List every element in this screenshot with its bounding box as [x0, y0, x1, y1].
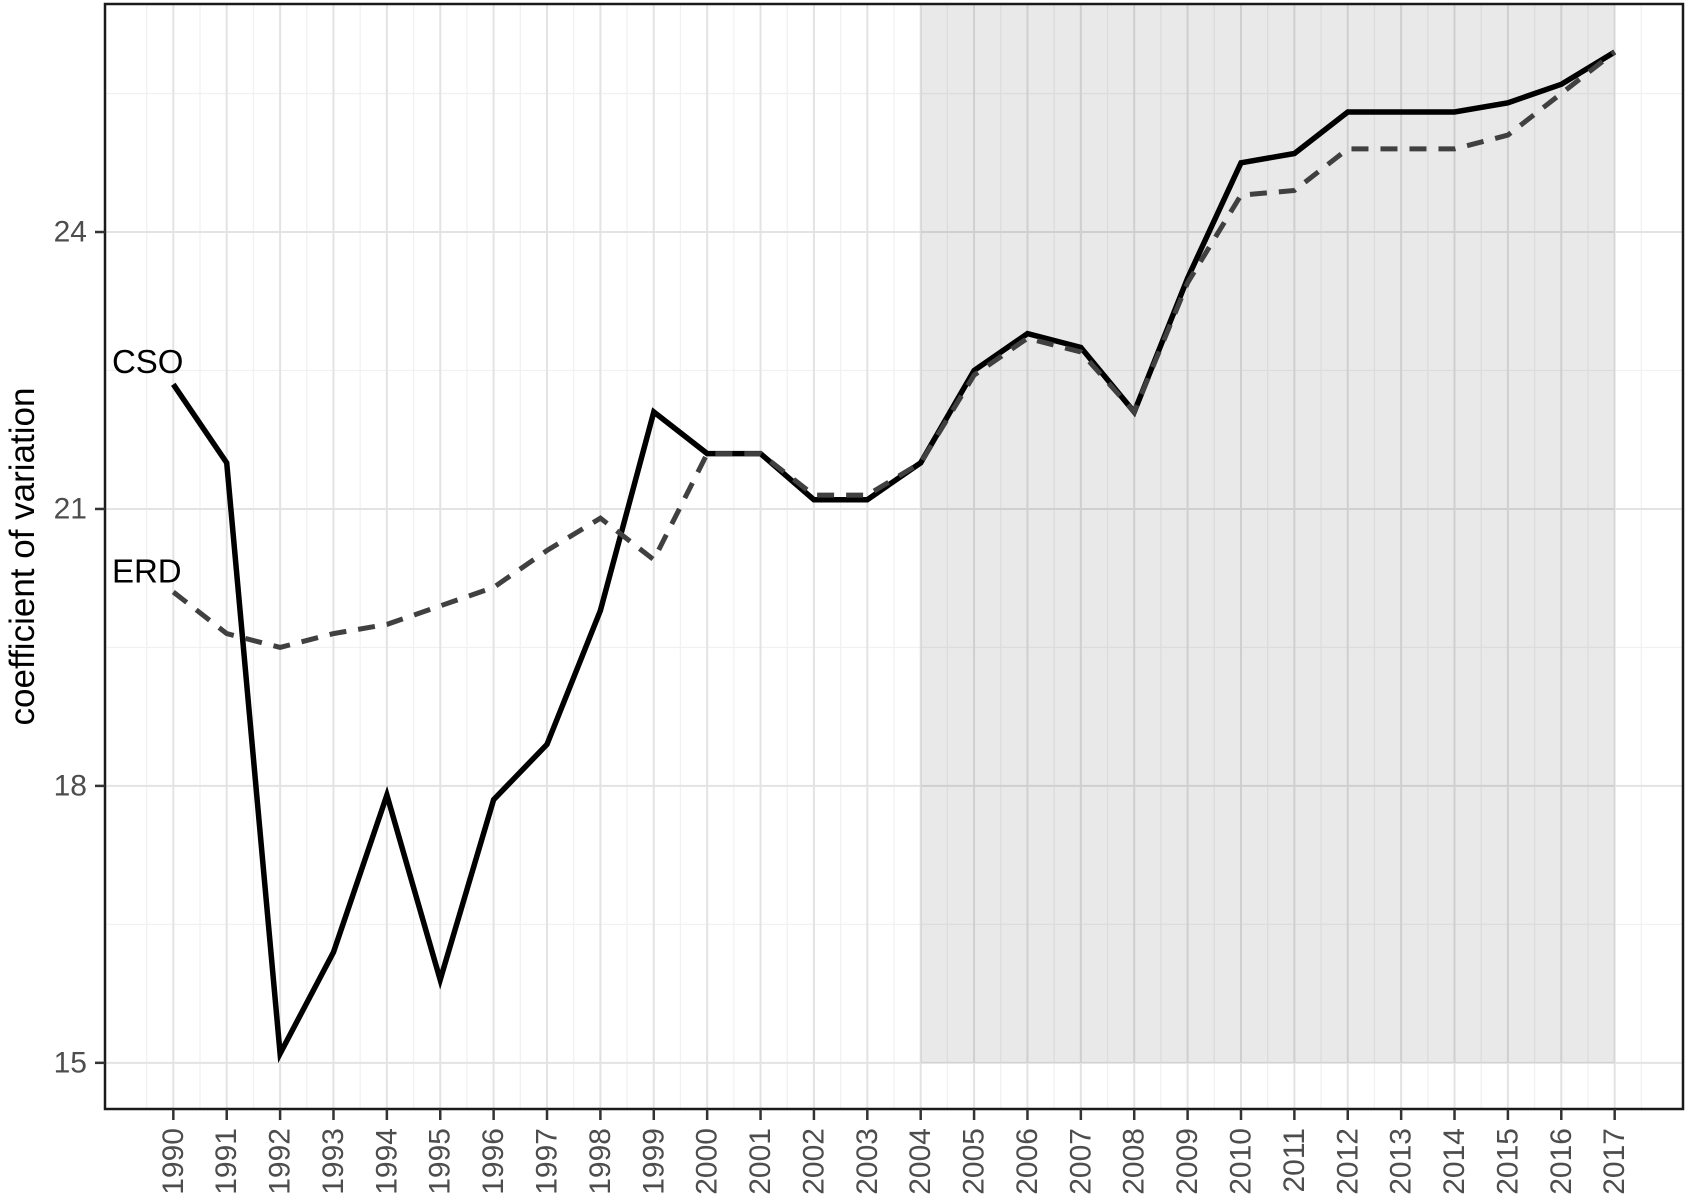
x-axis-tick-label: 2003 — [851, 1128, 884, 1195]
x-axis-tick-label: 2007 — [1064, 1128, 1097, 1195]
x-axis-tick-label: 1992 — [264, 1128, 297, 1195]
x-axis-tick-label: 2014 — [1438, 1128, 1471, 1195]
x-axis-tick-label: 2010 — [1224, 1128, 1257, 1195]
x-axis-tick-label: 2000 — [691, 1128, 724, 1195]
shaded-forecast-band — [920, 4, 1615, 1063]
x-axis-tick-label: 2017 — [1598, 1128, 1631, 1195]
x-axis-tick-label: 2001 — [744, 1128, 777, 1195]
y-axis-tick-label: 21 — [54, 492, 87, 525]
x-axis-tick-label: 1999 — [637, 1128, 670, 1195]
x-axis-tick-label: 2002 — [797, 1128, 830, 1195]
cso-series-line — [171, 49, 1617, 1064]
x-axis-tick-label: 2008 — [1118, 1128, 1151, 1195]
x-axis-tick-label: 2012 — [1331, 1128, 1364, 1195]
series-label-erd: ERD — [112, 552, 182, 589]
panel-border — [103, 2, 1685, 1111]
y-axis-tick-label: 24 — [54, 216, 87, 249]
x-axis-tick-label: 1997 — [531, 1128, 564, 1195]
x-axis-tick-label: 2016 — [1545, 1128, 1578, 1195]
x-axis-tick-label: 2013 — [1385, 1128, 1418, 1195]
x-axis-tick-label: 2005 — [958, 1128, 991, 1195]
x-axis-tick-label: 1998 — [584, 1128, 617, 1195]
x-axis-tick-label: 2006 — [1011, 1128, 1044, 1195]
x-axis-tick-label: 2011 — [1278, 1128, 1311, 1193]
x-axis-tick-label: 1995 — [424, 1128, 457, 1195]
x-axis-tick-label: 1996 — [477, 1128, 510, 1195]
y-axis-tick-label: 15 — [54, 1046, 87, 1079]
x-axis-tick-label: 1991 — [210, 1128, 243, 1195]
x-axis-tick-label: 2015 — [1491, 1128, 1524, 1195]
x-axis-tick-label: 2009 — [1171, 1128, 1204, 1195]
x-axis-tick-label: 1994 — [370, 1128, 403, 1195]
x-axis-tick-label: 1990 — [157, 1128, 190, 1195]
y-axis-title: coefficient of variation — [3, 388, 42, 726]
x-axis-tick-label: 2004 — [904, 1128, 937, 1195]
series-label-cso: CSO — [112, 343, 184, 380]
y-axis-tick-label: 18 — [54, 769, 87, 802]
x-axis-tick-label: 1993 — [317, 1128, 350, 1195]
